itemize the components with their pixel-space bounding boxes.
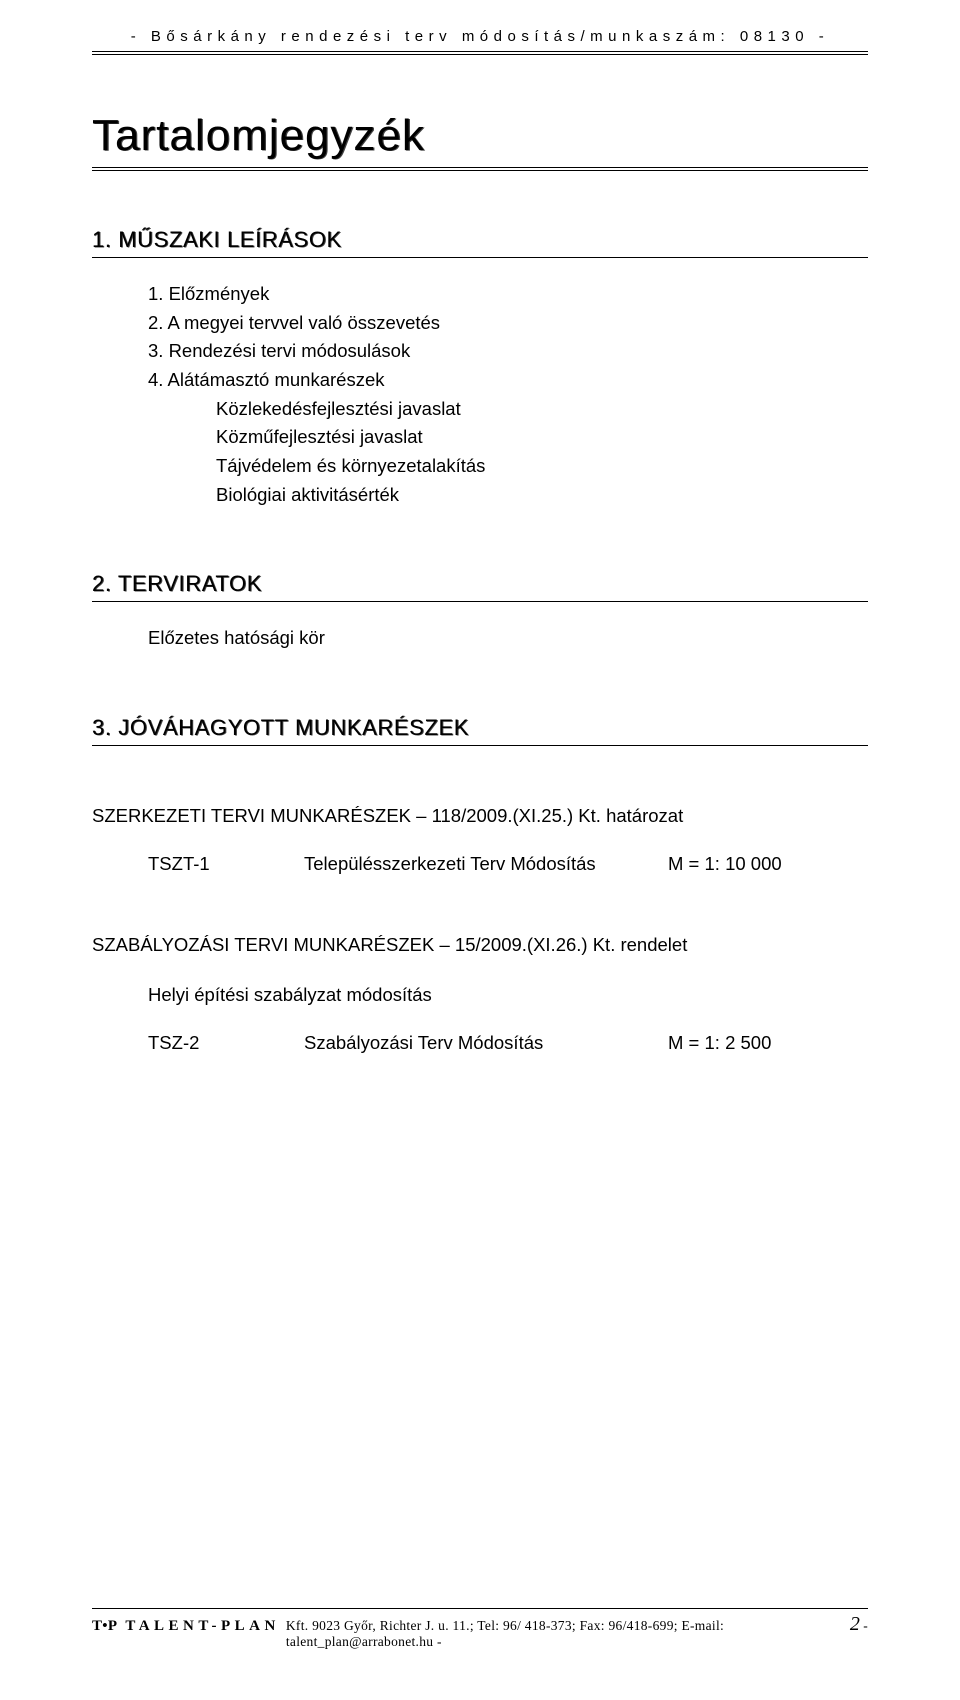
footer-contact: Kft. 9023 Győr, Richter J. u. 11.; Tel: … — [286, 1618, 847, 1650]
title-rule-1 — [92, 167, 868, 168]
section-2-body: Előzetes hatósági kör — [148, 624, 868, 653]
footer-page-number: 2 — [850, 1613, 860, 1636]
section-1-list: 1. Előzmények 2. A megyei tervvel való ö… — [148, 280, 868, 509]
list-item: 1. Előzmények — [148, 280, 868, 309]
table-row: TSZ-2 Szabályozási Terv Módosítás M = 1:… — [148, 1032, 868, 1054]
title-rule-2 — [92, 170, 868, 171]
section-3-rule — [92, 745, 868, 746]
list-item: 3. Rendezési tervi módosulások — [148, 337, 868, 366]
row-desc: Szabályozási Terv Módosítás — [304, 1032, 668, 1054]
list-item: 2. A megyei tervvel való összevetés — [148, 309, 868, 338]
list-subitem: Biológiai aktivitásérték — [216, 481, 868, 510]
section-2-rule — [92, 601, 868, 602]
section-3-line: Helyi építési szabályzat módosítás — [148, 981, 868, 1010]
list-subitem: Közműfejlesztési javaslat — [216, 423, 868, 452]
row-code: TSZT-1 — [148, 853, 304, 875]
section-3-subheading-1: SZERKEZETI TERVI MUNKARÉSZEK – 118/2009.… — [92, 802, 868, 831]
footer-brand: TALENT-PLAN — [125, 1618, 280, 1635]
section-3-heading: 3. JÓVÁHAGYOTT MUNKARÉSZEK — [92, 715, 868, 741]
table-row: TSZT-1 Településszerkezeti Terv Módosítá… — [148, 853, 868, 875]
section-1-heading: 1. MŰSZAKI LEÍRÁSOK — [92, 227, 868, 253]
footer-tail: - — [863, 1618, 868, 1634]
section-1-rule — [92, 257, 868, 258]
header-rule-2 — [92, 54, 868, 55]
list-item: 4. Alátámasztó munkarészek — [148, 366, 868, 395]
row-scale: M = 1: 10 000 — [668, 853, 868, 875]
document-title: Tartalomjegyzék — [92, 111, 868, 161]
list-subitem: Tájvédelem és környezetalakítás — [216, 452, 868, 481]
row-code: TSZ-2 — [148, 1032, 304, 1054]
footer-logo-text: T•P — [92, 1618, 117, 1635]
page-footer: T•P TALENT-PLAN Kft. 9023 Győr, Richter … — [92, 1608, 868, 1650]
header-rule-1 — [92, 51, 868, 52]
page-header: - Bősárkány rendezési terv módosítás/mun… — [92, 28, 868, 45]
footer-rule — [92, 1608, 868, 1609]
list-subitem: Közlekedésfejlesztési javaslat — [216, 395, 868, 424]
section-2-heading: 2. TERVIRATOK — [92, 571, 868, 597]
section-3-subheading-2: SZABÁLYOZÁSI TERVI MUNKARÉSZEK – 15/2009… — [92, 931, 868, 960]
list-item: Előzetes hatósági kör — [148, 624, 868, 653]
row-desc: Településszerkezeti Terv Módosítás — [304, 853, 668, 875]
row-scale: M = 1: 2 500 — [668, 1032, 868, 1054]
